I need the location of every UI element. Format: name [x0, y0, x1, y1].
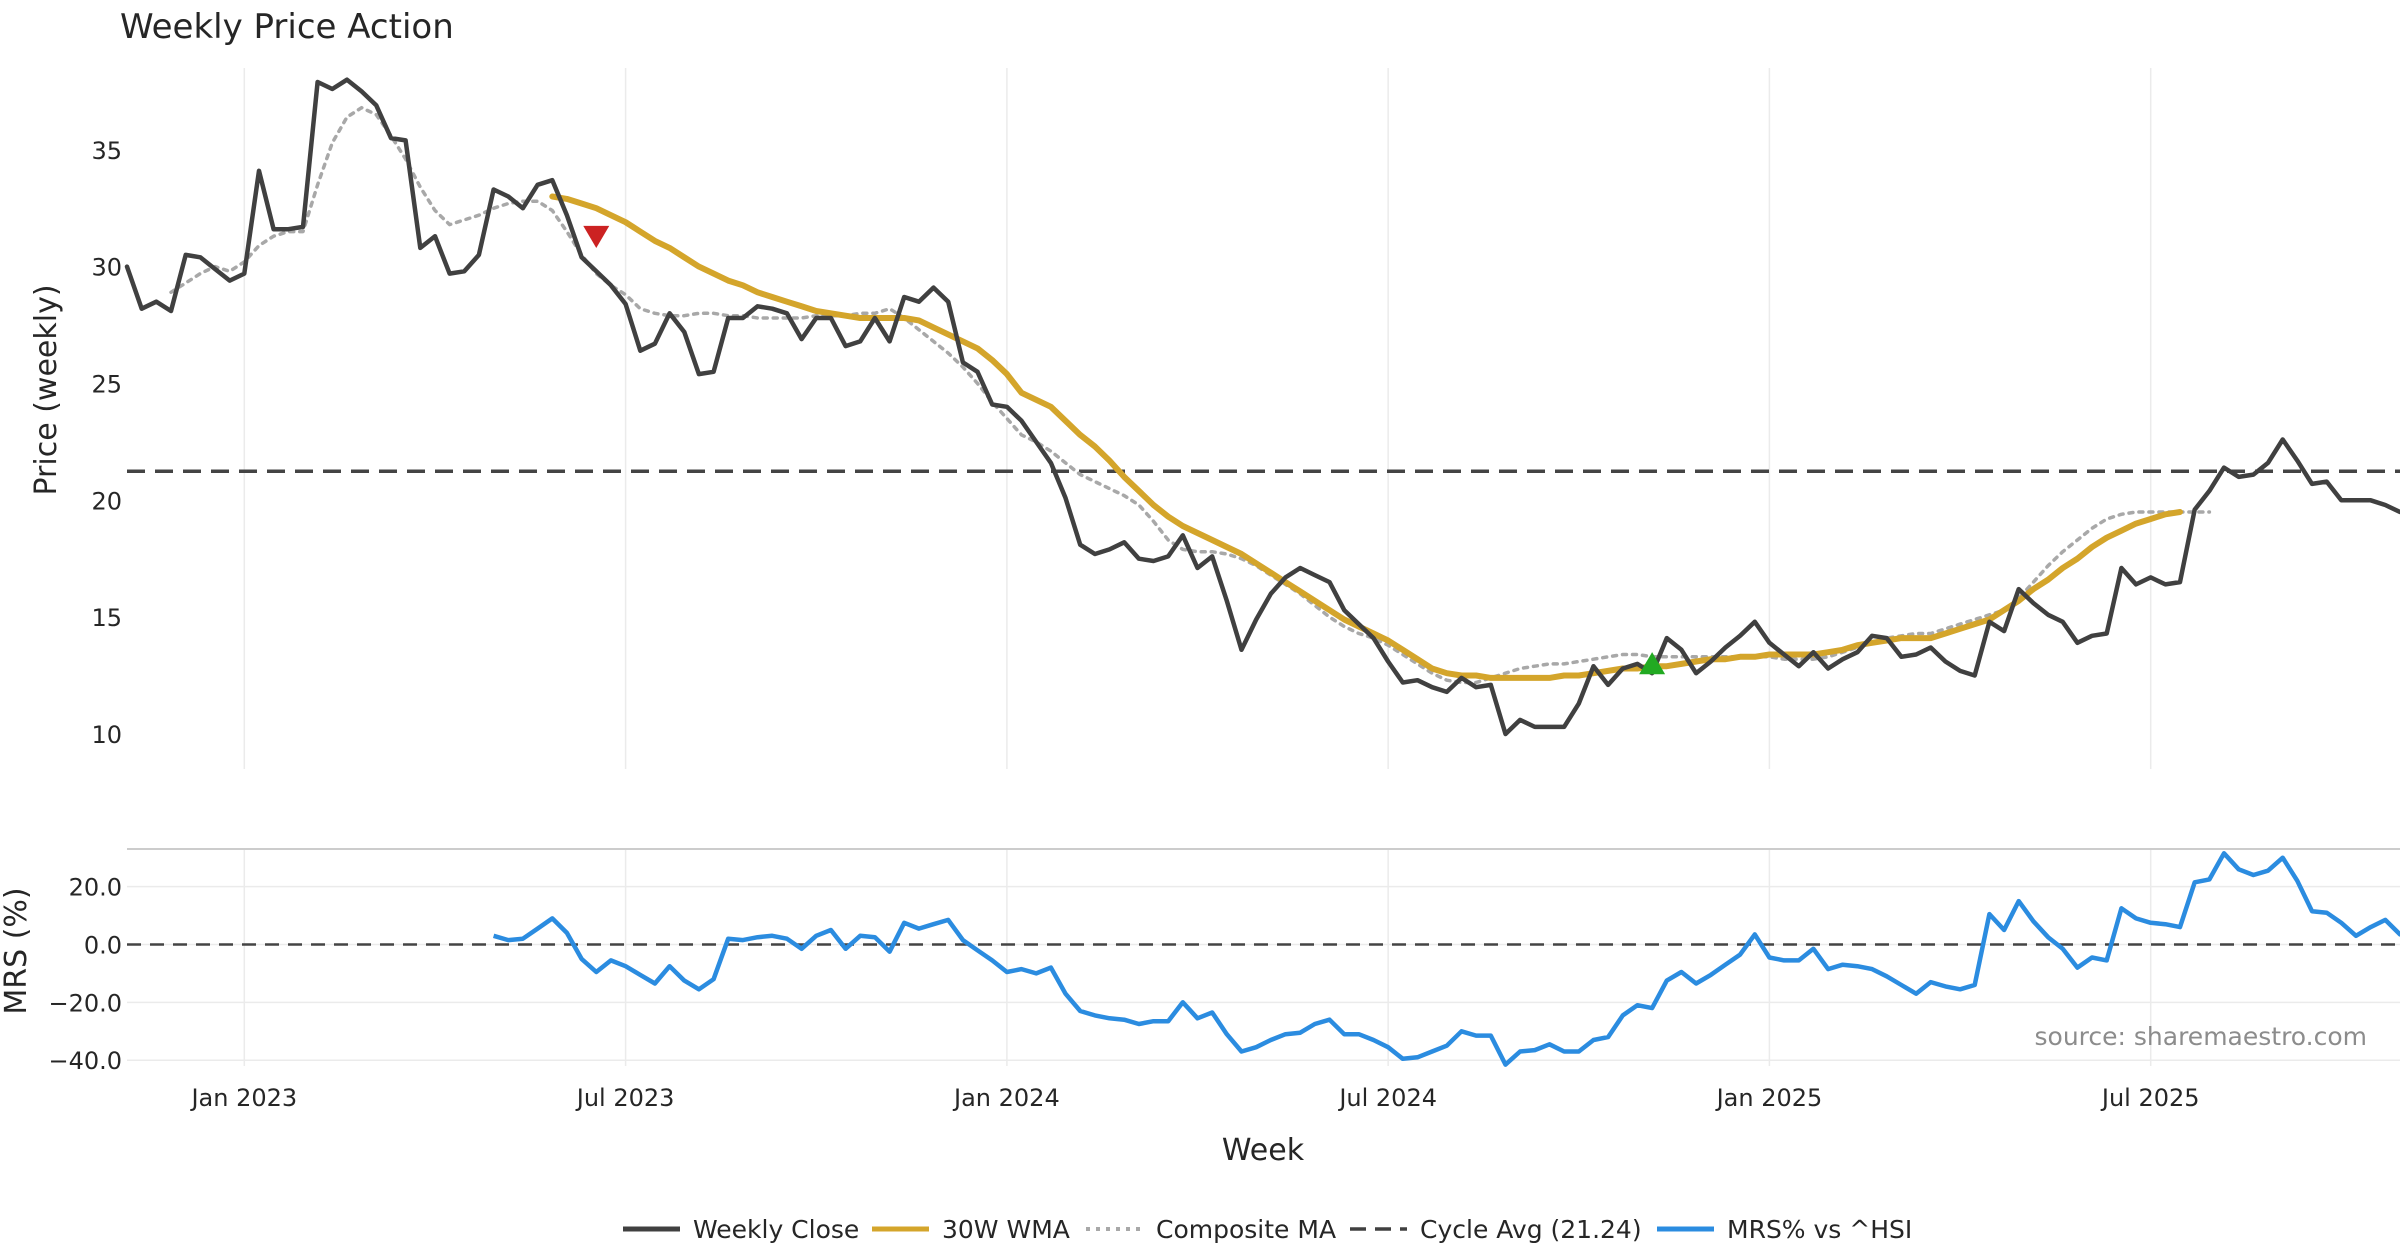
x-axis-label: Week [1222, 1133, 1305, 1168]
mrs-line [492, 851, 2400, 1067]
legend-label-weekly-close: Weekly Close [693, 1215, 859, 1244]
price-y-tick-label: 25 [91, 370, 122, 398]
x-tick-label: Jul 2025 [2100, 1084, 2200, 1112]
30w-wma-line [549, 193, 2183, 681]
mrs-y-tick-label: −40.0 [48, 1047, 122, 1075]
legend-label-cycle-avg-21-24: Cycle Avg (21.24) [1420, 1215, 1642, 1244]
source-attribution: source: sharemaestro.com [2035, 1022, 2368, 1051]
price-y-tick-label: 15 [91, 604, 122, 632]
x-tick-label: Jul 2024 [1337, 1084, 1437, 1112]
buy-signal-marker [1639, 652, 1666, 675]
mrs-y-axis-label: MRS (%) [0, 887, 34, 1014]
price-y-tick-label: 30 [91, 254, 122, 282]
sell-signal-marker [583, 225, 610, 248]
price-gridlines [243, 68, 2152, 769]
composite-ma-line [169, 105, 2212, 685]
x-tick-label: Jan 2024 [952, 1084, 1060, 1112]
signal-markers [583, 225, 1666, 675]
price-y-axis: 10 15 20 25 30 35 [91, 137, 122, 749]
price-series-group [124, 77, 2400, 737]
chart-title: Weekly Price Action [120, 7, 454, 47]
x-axis: Jan 2023 Jul 2023 Jan 2024 Jul 2024 Jan 2025… [189, 1084, 2199, 1112]
mrs-y-tick-label: −20.0 [48, 989, 122, 1017]
mrs-y-axis: −40.0 −20.0 0.0 20.0 [48, 874, 122, 1076]
x-tick-label: Jan 2025 [1715, 1084, 1823, 1112]
weekly-close-line [124, 77, 2400, 737]
mrs-y-tick-label: 20.0 [69, 874, 122, 902]
price-y-tick-label: 20 [91, 487, 122, 515]
legend-label-composite-ma: Composite MA [1156, 1215, 1336, 1244]
mrs-series-group [127, 851, 2400, 1067]
legend: Weekly Close 30W WMA Composite MA Cycle Avg… [623, 1215, 1912, 1244]
mrs-y-tick-label: 0.0 [84, 931, 122, 959]
x-tick-label: Jul 2023 [575, 1084, 675, 1112]
price-y-tick-label: 10 [91, 721, 122, 749]
price-y-axis-label: Price (weekly) [29, 284, 64, 495]
price-y-tick-label: 35 [91, 137, 122, 165]
legend-label-mrs-vs-hsi: MRS% vs ^HSI [1727, 1215, 1912, 1244]
x-tick-label: Jan 2023 [189, 1084, 297, 1112]
legend-label-30w-wma: 30W WMA [942, 1215, 1070, 1244]
